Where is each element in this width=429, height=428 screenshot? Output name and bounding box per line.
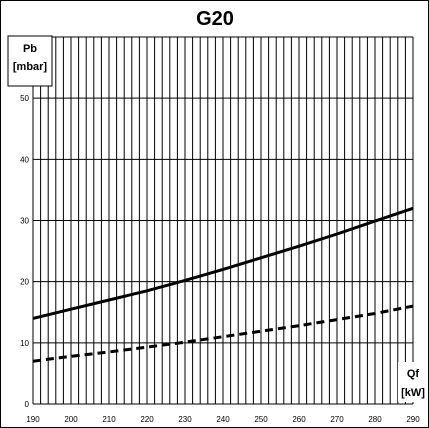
x-tick-label: 220 <box>140 415 154 424</box>
chart-title: G20 <box>196 8 234 30</box>
series-2-line <box>32 304 414 363</box>
x-axis-label-line1: Qf <box>407 368 420 380</box>
y-tick-label: 10 <box>20 339 29 348</box>
x-tick-label: 200 <box>64 415 78 424</box>
y-axis-label-line1: Pb <box>23 43 37 55</box>
x-tick-label: 280 <box>368 415 382 424</box>
series-1-line <box>32 206 414 320</box>
x-tick-label: 240 <box>216 415 230 424</box>
x-tick-label: 260 <box>292 415 306 424</box>
y-tick-label: 20 <box>20 278 29 287</box>
x-tick-label: 210 <box>102 415 116 424</box>
y-axis-label-line2: [mbar] <box>13 61 48 73</box>
x-axis-label-line2: [kW] <box>401 387 425 399</box>
x-tick-label: 270 <box>330 415 344 424</box>
y-tick-label: 40 <box>20 155 29 164</box>
x-tick-label: 190 <box>26 415 40 424</box>
x-axis-label-box <box>398 362 428 402</box>
y-tick-label: 50 <box>20 94 29 103</box>
y-tick-label: 0 <box>25 400 30 409</box>
x-tick-label: 250 <box>254 415 268 424</box>
series-layer <box>32 206 414 363</box>
tick-labels: 190 200 210 220 230 240 250 260 270 280 290 0 10 20 30… <box>20 94 420 424</box>
y-tick-label: 30 <box>20 217 29 226</box>
grid <box>32 36 414 405</box>
x-tick-label: 230 <box>178 415 192 424</box>
x-tick-label: 290 <box>406 415 420 424</box>
y-axis-label-box <box>7 35 53 87</box>
